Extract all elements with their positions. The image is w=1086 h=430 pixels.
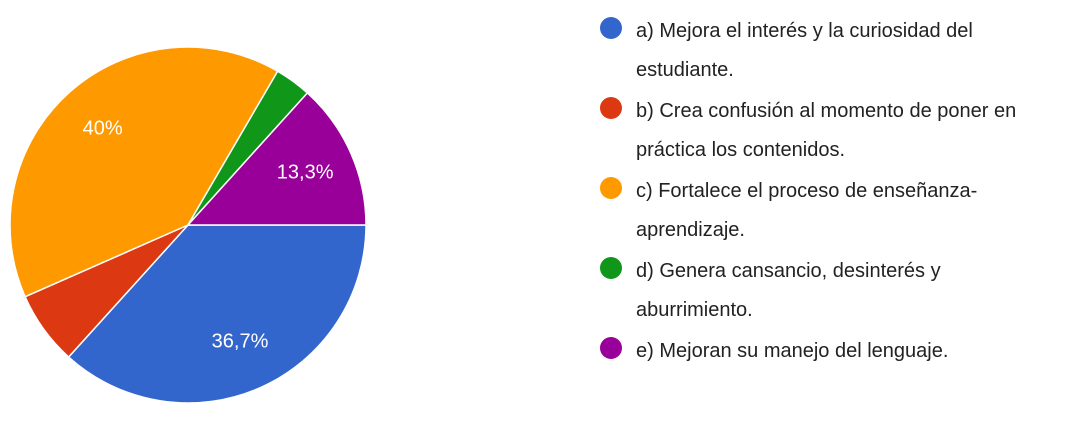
legend-label: b) Crea confusión al momento de poner en… [636,100,1017,161]
data-label: 13,3% [277,161,334,183]
data-label: 40% [83,118,123,140]
legend-item: a) Mejora el interés y la curiosidad del… [600,12,1070,90]
legend-marker [600,177,622,199]
pie-slice [186,91,367,226]
legend-label: a) Mejora el interés y la curiosidad del… [636,20,973,81]
legend: a) Mejora el interés y la curiosidad del… [600,12,1070,373]
pie-slice [67,224,367,404]
legend-marker [600,17,622,39]
legend-item: e) Mejoran su manejo del lenguaje. [600,332,1070,371]
legend-label: d) Genera cansancio, desinterés y aburri… [636,260,941,321]
pie: 36,7% 40% 13,3% [9,46,367,404]
legend-marker [600,257,622,279]
legend-item: d) Genera cansancio, desinterés y aburri… [600,252,1070,330]
pie-slice [9,46,279,298]
legend-label: e) Mejoran su manejo del lenguaje. [636,340,949,362]
legend-marker [600,337,622,359]
legend-marker [600,97,622,119]
legend-item: b) Crea confusión al momento de poner en… [600,92,1070,170]
legend-item: c) Fortalece el proceso de enseñanza-apr… [600,172,1070,250]
data-label: 36,7% [212,330,269,352]
legend-label: c) Fortalece el proceso de enseñanza-apr… [636,180,978,241]
